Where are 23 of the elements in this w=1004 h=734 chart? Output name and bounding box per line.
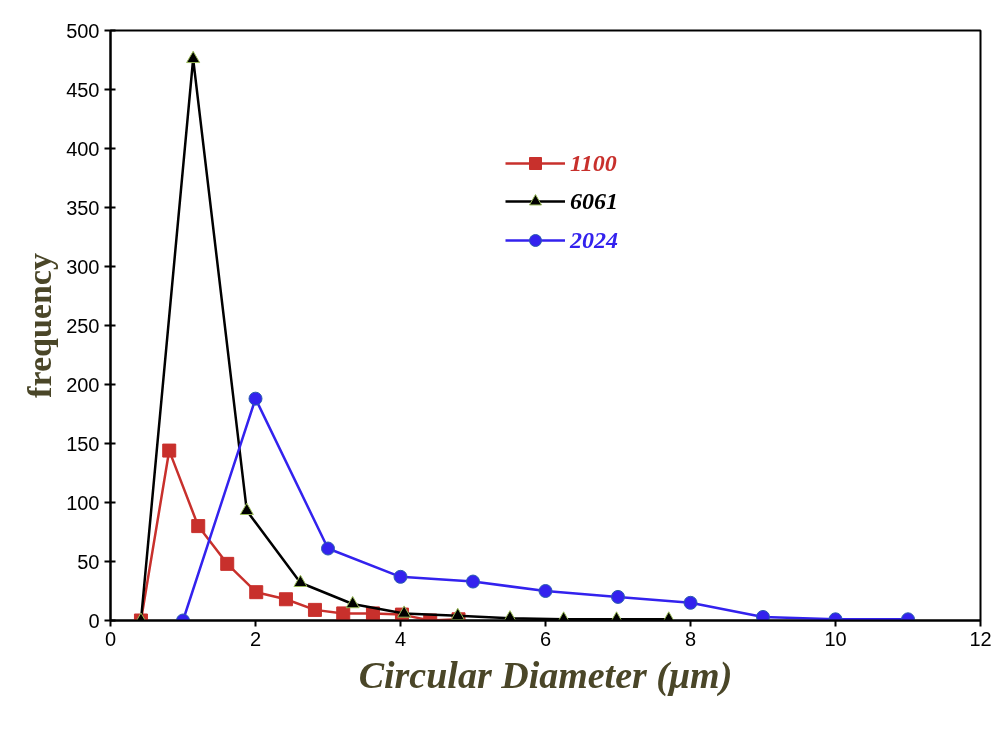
x-tick-label: 4 bbox=[394, 627, 407, 650]
y-tick-label: 150 bbox=[66, 432, 100, 455]
y-tick-label: 250 bbox=[66, 314, 100, 337]
y-axis-title: frequency bbox=[21, 253, 59, 398]
x-tick-label: 12 bbox=[969, 627, 992, 650]
y-tick-label: 100 bbox=[66, 491, 100, 514]
y-tick-label: 350 bbox=[66, 196, 100, 219]
x-tick-label: 0 bbox=[104, 627, 117, 650]
legend-label: 2024 bbox=[570, 225, 618, 255]
legend-label: 1100 bbox=[570, 148, 617, 178]
y-tick-label: 400 bbox=[66, 137, 100, 160]
x-axis-title: Circular Diameter (μm) bbox=[358, 653, 733, 697]
y-tick-label: 200 bbox=[66, 373, 100, 396]
x-tick-label: 10 bbox=[824, 627, 847, 650]
y-tick-label: 0 bbox=[88, 609, 100, 632]
legend-label: 6061 bbox=[570, 186, 618, 216]
x-tick-label: 2 bbox=[249, 627, 262, 650]
x-tick-label: 6 bbox=[539, 627, 552, 650]
y-tick-label: 500 bbox=[66, 19, 100, 42]
y-tick-label: 450 bbox=[66, 78, 100, 101]
y-tick-label: 300 bbox=[66, 255, 100, 278]
x-tick-label: 8 bbox=[684, 627, 697, 650]
y-tick-label: 50 bbox=[77, 550, 100, 573]
